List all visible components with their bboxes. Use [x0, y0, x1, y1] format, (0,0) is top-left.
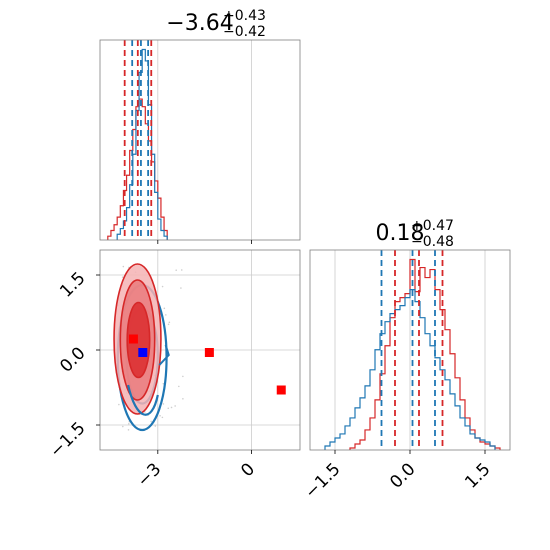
bl-sample-point-59 [174, 405, 176, 407]
panel-hist-top-left: −3.64 +0.43 −0.42 [99, 8, 301, 244]
bl-sample-point-38 [180, 287, 182, 289]
bl-sample-point-15 [162, 382, 165, 385]
title-bottom-right: 0.18 [376, 221, 425, 246]
bl-sample-point-65 [127, 429, 130, 431]
bl-sample-point-56 [127, 423, 130, 425]
title-top-left: −3.64 [166, 11, 233, 36]
bl-sample-point-40 [154, 425, 157, 427]
bl-sample-point-37 [175, 269, 178, 272]
bl-sample-point-30 [182, 375, 184, 378]
bl-sample-point-54 [161, 285, 164, 288]
title-top-left-main: −3.64 [166, 11, 233, 36]
bl-marker-0 [128, 334, 138, 344]
bl-sample-point-66 [159, 414, 161, 417]
title-top-left-lower: −0.42 [223, 24, 266, 40]
bl-sample-point-11 [180, 269, 183, 271]
bl-sample-point-6 [161, 416, 164, 419]
marks-bottom-left [113, 263, 286, 432]
bl-sample-point-39 [167, 323, 170, 326]
axes-frame-top-left [99, 39, 301, 241]
bl-sample-point-47 [122, 265, 125, 268]
bl-sample-point-8 [162, 403, 165, 405]
title-bottom-right-lower: −0.48 [411, 234, 454, 250]
bl-sample-point-60 [150, 420, 152, 423]
bl-sample-point-52 [118, 403, 120, 406]
bl-contour-red-2 [126, 301, 151, 379]
bl-sample-point-51 [178, 385, 180, 388]
bl-sample-point-53 [164, 314, 167, 316]
title-top-left-upper: +0.43 [223, 8, 266, 24]
bl-sample-point-21 [121, 276, 124, 278]
bl-sample-point-43 [163, 307, 166, 310]
xticks-top-left [157, 240, 252, 244]
marks-top-left [107, 40, 168, 240]
bl-sample-point-57 [122, 425, 124, 428]
bl-contour-blue-tail [127, 384, 159, 416]
bl-marker-2 [276, 385, 286, 395]
bl-marker-1 [204, 348, 214, 357]
panel-scatter-bottom-left: −3 01.50.0−1.5 [46, 249, 301, 491]
bl-sample-point-64 [170, 406, 173, 409]
bl-sample-point-25 [168, 321, 171, 324]
title-bottom-right-main: 0.18 [376, 221, 425, 246]
tl-hist-series-0 [107, 98, 168, 240]
bl-sample-point-13 [182, 397, 184, 400]
bl-marker-3 [138, 348, 148, 357]
marks-bottom-right [324, 250, 501, 450]
bl-sample-point-35 [167, 407, 170, 410]
title-bottom-right-upper: +0.47 [411, 218, 454, 234]
br-hist-series-1 [324, 288, 496, 450]
bl-contour-blue-spur [158, 344, 170, 366]
